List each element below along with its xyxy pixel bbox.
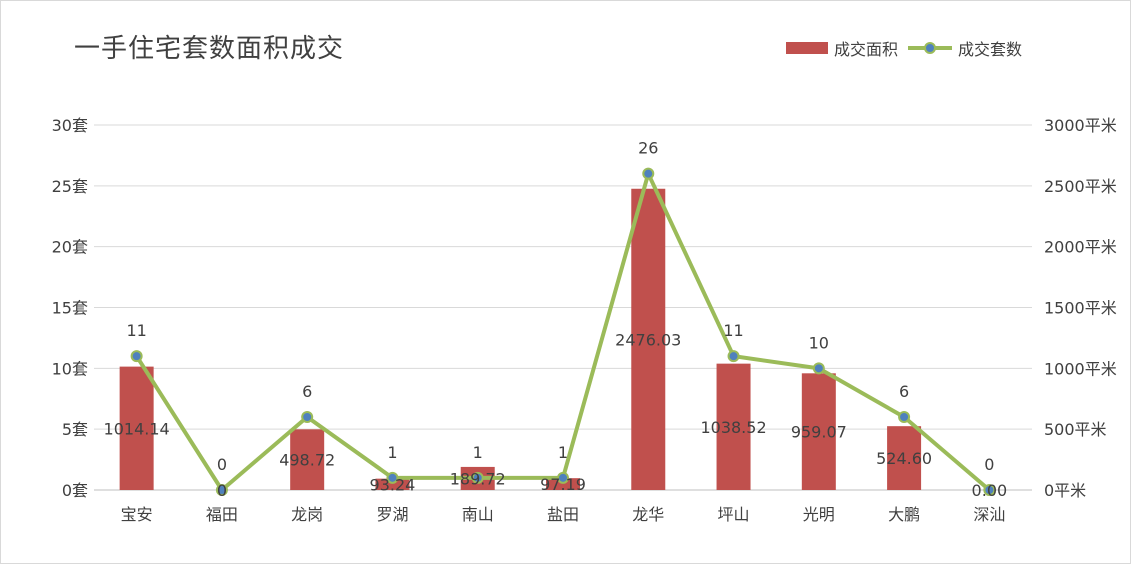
right-axis-tick-label: 3000平米 [1044, 116, 1117, 135]
line-point [898, 411, 911, 423]
right-axis-tick-label: 2500平米 [1044, 177, 1117, 196]
bar-data-label: 2476.03 [615, 330, 681, 349]
legend-item-line: 成交套数 [908, 36, 1022, 60]
left-axis-tick-label: 25套 [52, 177, 88, 196]
legend-item-bar: 成交面积 [786, 36, 898, 60]
line-data-label: 1 [558, 443, 568, 462]
bar [375, 478, 410, 490]
category-tick-label: 南山 [462, 505, 494, 524]
left-axis-tick-label: 30套 [52, 116, 88, 135]
bar-data-label: 93.24 [370, 475, 416, 494]
line-data-label: 1 [473, 443, 483, 462]
category-tick-label: 光明 [803, 505, 835, 524]
line-data-label: 10 [809, 333, 829, 352]
category-tick-label: 深汕 [973, 505, 1005, 524]
bar [631, 188, 666, 490]
left-axis-tick-label: 15套 [52, 299, 88, 318]
line-data-label: 11 [126, 321, 146, 340]
bar-data-label: 0 [217, 481, 227, 500]
legend: 成交面积 成交套数 [786, 36, 1032, 60]
bar-data-label: 1038.52 [700, 418, 766, 437]
legend-label-line: 成交套数 [958, 40, 1023, 59]
right-axis-tick-label: 500平米 [1044, 420, 1107, 439]
bar-data-label: 97.19 [540, 475, 586, 494]
line-point [983, 484, 996, 496]
bar-layer [119, 188, 922, 490]
bar-data-label: 498.72 [279, 451, 335, 470]
bar [716, 363, 751, 490]
bar-data-label: 0.00 [972, 481, 1008, 500]
category-tick-label: 大鹏 [888, 505, 920, 524]
bar [887, 426, 922, 490]
line-point [727, 350, 740, 363]
category-tick-label: 罗湖 [376, 505, 408, 524]
right-axis-tick-label: 1500平米 [1044, 299, 1117, 318]
legend-swatch-line [908, 42, 953, 54]
label-layer: 1014.14 0 498.72 93.24 189.72 97.19 2476.03 103… [104, 139, 1008, 500]
bar-data-label: 189.72 [450, 469, 506, 488]
bar-data-label: 1014.14 [104, 419, 170, 438]
line-data-label: 0 [217, 455, 227, 474]
left-axis-tick-label: 0套 [62, 481, 88, 500]
line-data-label: 26 [638, 139, 658, 158]
category-tick-label: 龙华 [632, 505, 664, 524]
line-point [215, 484, 228, 496]
left-axis-tick-label: 10套 [52, 359, 88, 378]
category-tick-label: 福田 [206, 505, 238, 524]
line-point [130, 350, 143, 363]
line-point [642, 167, 655, 180]
line-point [301, 411, 314, 423]
line-layer [130, 167, 996, 496]
line-point [471, 471, 484, 484]
line-point [812, 362, 825, 375]
bar-data-label: 959.07 [791, 423, 847, 442]
right-axis-tick-label: 0平米 [1044, 481, 1086, 500]
legend-label-bar: 成交面积 [834, 40, 899, 59]
left-axis-tick-label: 5套 [62, 420, 88, 439]
bar [801, 373, 836, 490]
line-data-label: 6 [899, 382, 909, 401]
line-data-label: 11 [723, 321, 743, 340]
category-tick-label: 坪山 [718, 505, 750, 524]
left-axis-tick-label: 20套 [52, 238, 88, 257]
bar-data-label: 524.60 [876, 449, 932, 468]
chart-title: 一手住宅套数面积成交 [74, 34, 345, 64]
bar [290, 429, 325, 490]
category-tick-label: 龙岗 [291, 505, 323, 524]
line-data-label: 1 [387, 443, 397, 462]
line-point [386, 471, 399, 484]
bar [546, 478, 580, 490]
bar [119, 366, 154, 490]
legend-swatch-bar [786, 42, 828, 54]
category-tick-label: 宝安 [121, 505, 153, 524]
category-tick-label: 盐田 [547, 505, 579, 524]
right-axis-tick-label: 2000平米 [1044, 238, 1117, 257]
right-axis-tick-label: 1000平米 [1044, 359, 1117, 378]
axis-layer: 0套 0平米 5套 500平米 10套 1000平米 15套 1500平米 20套 2000平米 2… [52, 116, 1117, 524]
line-data-label: 6 [302, 382, 312, 401]
line-point [557, 471, 569, 484]
grid-layer [94, 124, 1032, 491]
line-data-label: 0 [984, 455, 994, 474]
